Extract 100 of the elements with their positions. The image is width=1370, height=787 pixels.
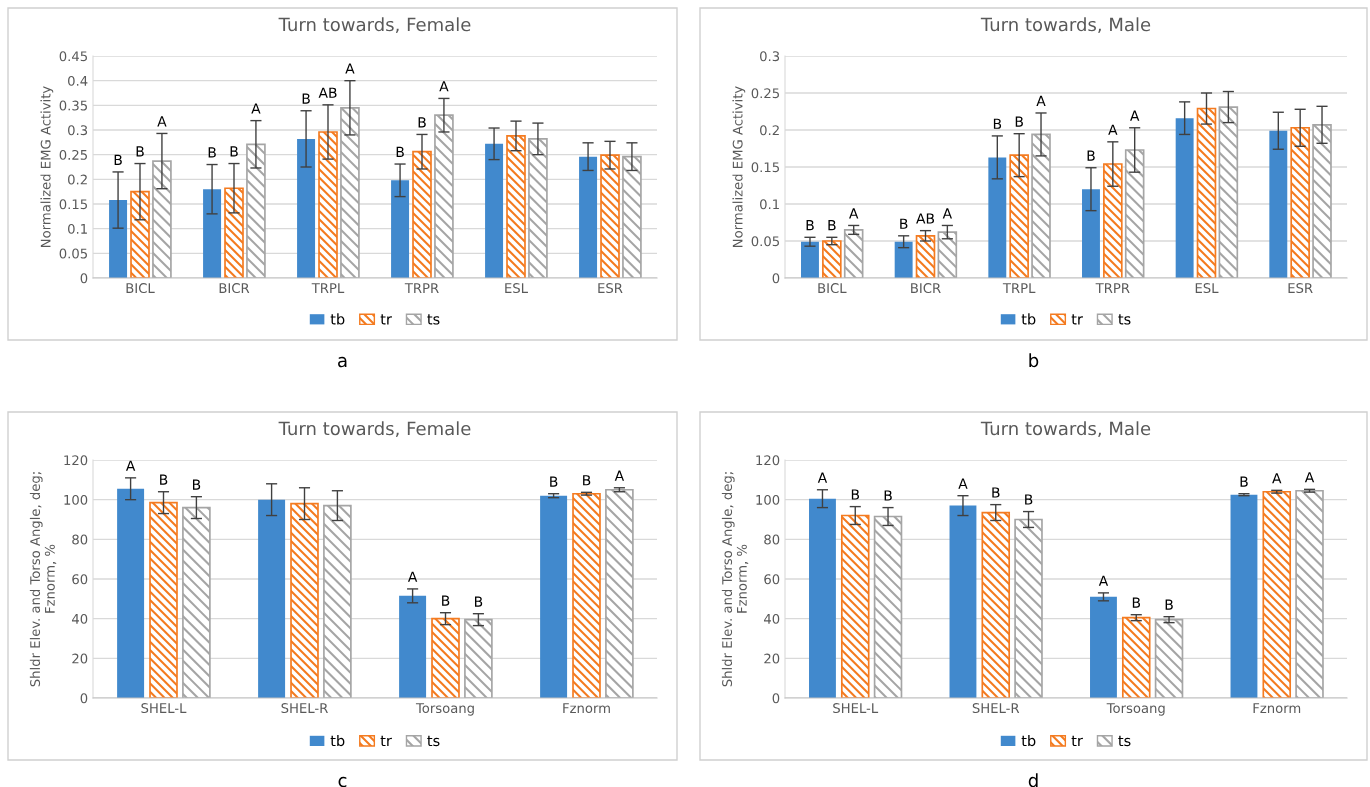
bar xyxy=(937,231,958,278)
x-tick-label: TRPR xyxy=(404,283,439,293)
bar xyxy=(1230,494,1258,698)
bar xyxy=(152,160,172,278)
data-label: A xyxy=(1108,124,1118,135)
x-tick-label: TRPL xyxy=(1002,283,1036,293)
legend-label: tr xyxy=(380,735,392,747)
chart-title: Turn towards, Male xyxy=(980,421,1151,438)
legend-label: tr xyxy=(1071,314,1083,325)
bar xyxy=(434,114,454,278)
y-tick-label: 100 xyxy=(756,494,780,505)
y-tick-label: 0.15 xyxy=(751,162,779,173)
y-tick-label: 0.15 xyxy=(59,199,87,210)
bar xyxy=(1196,107,1217,278)
data-label: B xyxy=(1087,150,1095,161)
bar xyxy=(873,515,903,698)
data-label: B xyxy=(136,146,144,157)
data-label: A xyxy=(1036,95,1046,106)
bar xyxy=(949,505,977,698)
bar xyxy=(340,106,360,278)
data-label: A xyxy=(1304,472,1315,483)
data-label: A xyxy=(614,470,625,481)
bar xyxy=(1154,618,1184,698)
data-label: B xyxy=(302,93,310,104)
bar xyxy=(1218,106,1239,278)
bar xyxy=(1175,118,1194,278)
bar xyxy=(1124,149,1145,278)
bar xyxy=(1312,123,1332,278)
data-label: B xyxy=(230,146,238,157)
bar xyxy=(203,189,222,278)
y-tick-label: 0.2 xyxy=(68,174,87,185)
bar xyxy=(988,157,1007,278)
data-label: B xyxy=(550,476,558,487)
y-axis-title: Normalized EMG Activity xyxy=(40,86,54,247)
y-axis-title: Shldr Elev. and Torso Angle, deg; Fznorm, % xyxy=(721,472,749,687)
bar xyxy=(318,131,338,278)
y-tick-label: 20 xyxy=(72,653,88,664)
data-label: B xyxy=(193,479,201,490)
chart-title: Turn towards, Female xyxy=(278,421,471,438)
y-tick-label: 120 xyxy=(756,455,780,466)
bar xyxy=(258,499,286,698)
data-label: AB xyxy=(916,213,935,224)
bar xyxy=(246,143,266,278)
data-label: B xyxy=(1132,597,1141,608)
bar xyxy=(600,154,620,278)
y-tick-label: 40 xyxy=(763,613,780,624)
bar xyxy=(840,514,870,698)
y-tick-label: 80 xyxy=(764,534,780,545)
bar xyxy=(540,495,568,698)
x-tick-label: ESR xyxy=(598,283,623,294)
bar xyxy=(1121,616,1151,698)
legend-label: ts xyxy=(1118,735,1131,747)
y-tick-label: 0 xyxy=(772,273,780,284)
data-label: A xyxy=(849,208,859,219)
x-tick-label: ESL xyxy=(505,283,528,294)
y-tick-label: 80 xyxy=(72,534,88,545)
data-label: A xyxy=(345,63,355,74)
y-tick-label: 0.2 xyxy=(760,125,779,136)
data-label: B xyxy=(1240,476,1248,487)
text: b xyxy=(1029,353,1039,368)
data-label: A xyxy=(125,460,136,471)
bar xyxy=(1103,163,1123,278)
y-tick-label: 0.45 xyxy=(59,51,87,62)
y-tick-label: 0.05 xyxy=(751,236,779,247)
x-tick-label: ESR xyxy=(1288,283,1313,294)
data-label: B xyxy=(992,487,1000,498)
chart-title: Turn towards, Female xyxy=(278,17,471,34)
data-label: B xyxy=(1025,494,1033,505)
y-tick-label: 0.3 xyxy=(760,51,780,62)
x-tick-label: BICR xyxy=(219,283,250,294)
y-tick-label: 0 xyxy=(772,693,780,704)
x-tick-label: TRPR xyxy=(1095,283,1130,293)
data-label: B xyxy=(806,220,814,231)
data-label: A xyxy=(1272,473,1282,484)
y-tick-label: 0.25 xyxy=(59,149,87,160)
bar xyxy=(109,200,128,278)
data-label: B xyxy=(900,218,908,229)
data-label: B xyxy=(828,220,836,231)
bar xyxy=(579,156,598,278)
x-tick-label: SHEL-R xyxy=(972,703,1020,714)
x-tick-label: Torsoang xyxy=(1106,703,1165,716)
data-label: B xyxy=(475,596,483,607)
data-label: B xyxy=(884,490,892,501)
data-label: B xyxy=(160,474,168,485)
data-label: B xyxy=(396,146,404,157)
bar xyxy=(915,234,936,278)
x-tick-label: SHEL-L xyxy=(833,703,879,714)
y-tick-label: 0.4 xyxy=(68,75,88,86)
bar xyxy=(290,502,319,698)
y-axis-title: Shldr Elev. and Torso Angle, deg; Fznorm, % xyxy=(29,472,57,687)
bar xyxy=(1295,489,1324,698)
y-tick-label: 100 xyxy=(64,494,88,505)
bar xyxy=(1082,189,1100,278)
bar xyxy=(622,155,642,278)
legend-label: ts xyxy=(1118,314,1131,325)
x-tick-label: ESL xyxy=(1195,283,1219,294)
data-label: A xyxy=(251,103,261,114)
y-tick-label: 20 xyxy=(764,653,780,664)
text: d xyxy=(1028,773,1038,787)
bar xyxy=(130,190,150,278)
